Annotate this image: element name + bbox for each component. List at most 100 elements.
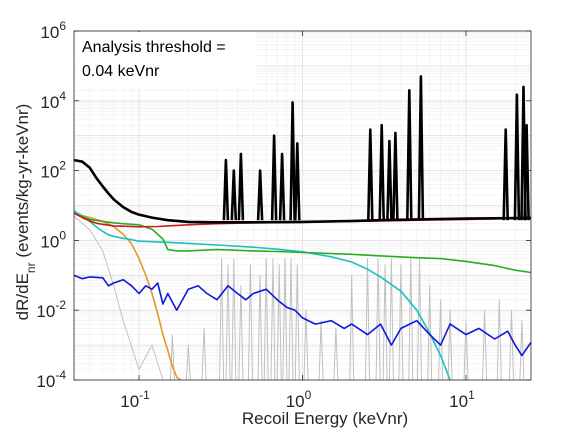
spike: [392, 131, 399, 221]
series-2: [74, 210, 451, 380]
series-line-4: [74, 274, 531, 357]
spike: [427, 285, 433, 380]
series-spikes-0: [169, 258, 525, 380]
spike: [318, 320, 324, 380]
spike: [247, 264, 253, 380]
spike: [513, 93, 521, 221]
spike: [185, 344, 191, 380]
series-line-6: [74, 158, 531, 224]
spike: [288, 258, 294, 380]
x-tick-label-base: 10: [120, 392, 139, 411]
spike: [502, 128, 509, 221]
spike: [349, 274, 355, 380]
y-tick-label: 10-2: [36, 298, 66, 321]
spike: [406, 89, 413, 221]
y-tick-label: 102: [40, 159, 66, 182]
x-tick-label: 10-1: [120, 388, 150, 411]
spike: [230, 169, 238, 221]
x-tick-label-base: 10: [449, 392, 468, 411]
spike: [509, 309, 514, 380]
spike: [231, 258, 237, 380]
y-tick-label-base: 10: [36, 302, 55, 321]
series-4: [74, 274, 531, 357]
y-tick-label-exponent: 0: [59, 228, 66, 242]
spike: [263, 258, 269, 380]
spike: [333, 327, 339, 380]
spike: [378, 123, 385, 221]
x-tick-label-base: 10: [286, 392, 305, 411]
spike: [398, 264, 404, 380]
x-tick-label-exponent: -1: [139, 388, 150, 402]
spike: [222, 158, 230, 221]
spike: [225, 264, 231, 380]
spike: [367, 128, 374, 221]
spike: [382, 264, 388, 380]
y-tick-label-exponent: -2: [55, 298, 66, 312]
y-tick-label: 10-4: [36, 368, 66, 391]
y-tick-label-base: 10: [40, 232, 59, 251]
spike: [482, 309, 488, 380]
y-tick-label: 106: [40, 19, 66, 42]
spike: [238, 285, 244, 380]
spike: [169, 334, 175, 380]
spike: [447, 309, 453, 380]
spike: [523, 123, 530, 221]
y-tick-label-exponent: 4: [59, 89, 66, 103]
spike: [388, 258, 394, 380]
series-layer: [74, 75, 531, 380]
spike: [237, 152, 245, 221]
y-tick-label-base: 10: [40, 23, 59, 42]
spike: [294, 264, 300, 380]
spike: [386, 139, 393, 221]
ticks: [74, 30, 531, 381]
spike: [463, 320, 469, 380]
series-line-3: [74, 212, 531, 274]
spike: [519, 320, 525, 380]
spike: [496, 299, 502, 380]
x-tick-label: 101: [449, 388, 475, 411]
y-tick-label-base: 10: [36, 372, 55, 391]
series-0: [74, 215, 525, 380]
annotation-line-1: Analysis threshold =: [82, 39, 226, 56]
spike: [270, 258, 276, 380]
series-line-2: [74, 210, 451, 380]
y-tick-label-exponent: 2: [59, 159, 66, 173]
y-tick-label-exponent: -4: [55, 368, 66, 382]
spike: [365, 258, 370, 380]
spike: [294, 142, 301, 221]
spike: [375, 258, 381, 380]
series-spikes-6: [222, 75, 530, 221]
y-axis-label-main: dR/dE: [13, 273, 32, 320]
spike: [256, 169, 264, 221]
series-1: [74, 212, 182, 380]
y-axis-label: dR/dEnr (events/kg-yr-keVnr): [13, 104, 38, 321]
y-axis-label-sub: nr: [24, 262, 38, 273]
spike: [282, 258, 288, 380]
spike: [270, 134, 278, 221]
y-tick-label-exponent: 6: [59, 19, 66, 33]
x-axis-label: Recoil Energy (keVnr): [242, 409, 408, 428]
x-tick-label-exponent: 0: [305, 388, 312, 402]
y-tick-label: 100: [40, 228, 66, 251]
spike: [257, 274, 263, 380]
series-line-0: [74, 215, 164, 380]
spike: [289, 101, 296, 221]
y-tick-label-base: 10: [40, 93, 59, 112]
spike: [278, 152, 286, 221]
spike: [408, 258, 414, 380]
y-axis-label-rest: (events/kg-yr-keVnr): [13, 104, 32, 263]
spike: [276, 264, 282, 380]
spike: [219, 258, 225, 380]
spike: [417, 75, 425, 221]
series-line-1: [74, 212, 182, 380]
annotation-background: [76, 32, 256, 88]
series-6: [74, 75, 531, 224]
spike: [303, 309, 309, 380]
annotation-line-2: 0.04 keVnr: [82, 63, 160, 80]
y-tick-label: 104: [40, 89, 66, 112]
y-tick-label-base: 10: [40, 163, 59, 182]
x-tick-label-exponent: 1: [468, 388, 475, 402]
spike: [201, 327, 207, 380]
